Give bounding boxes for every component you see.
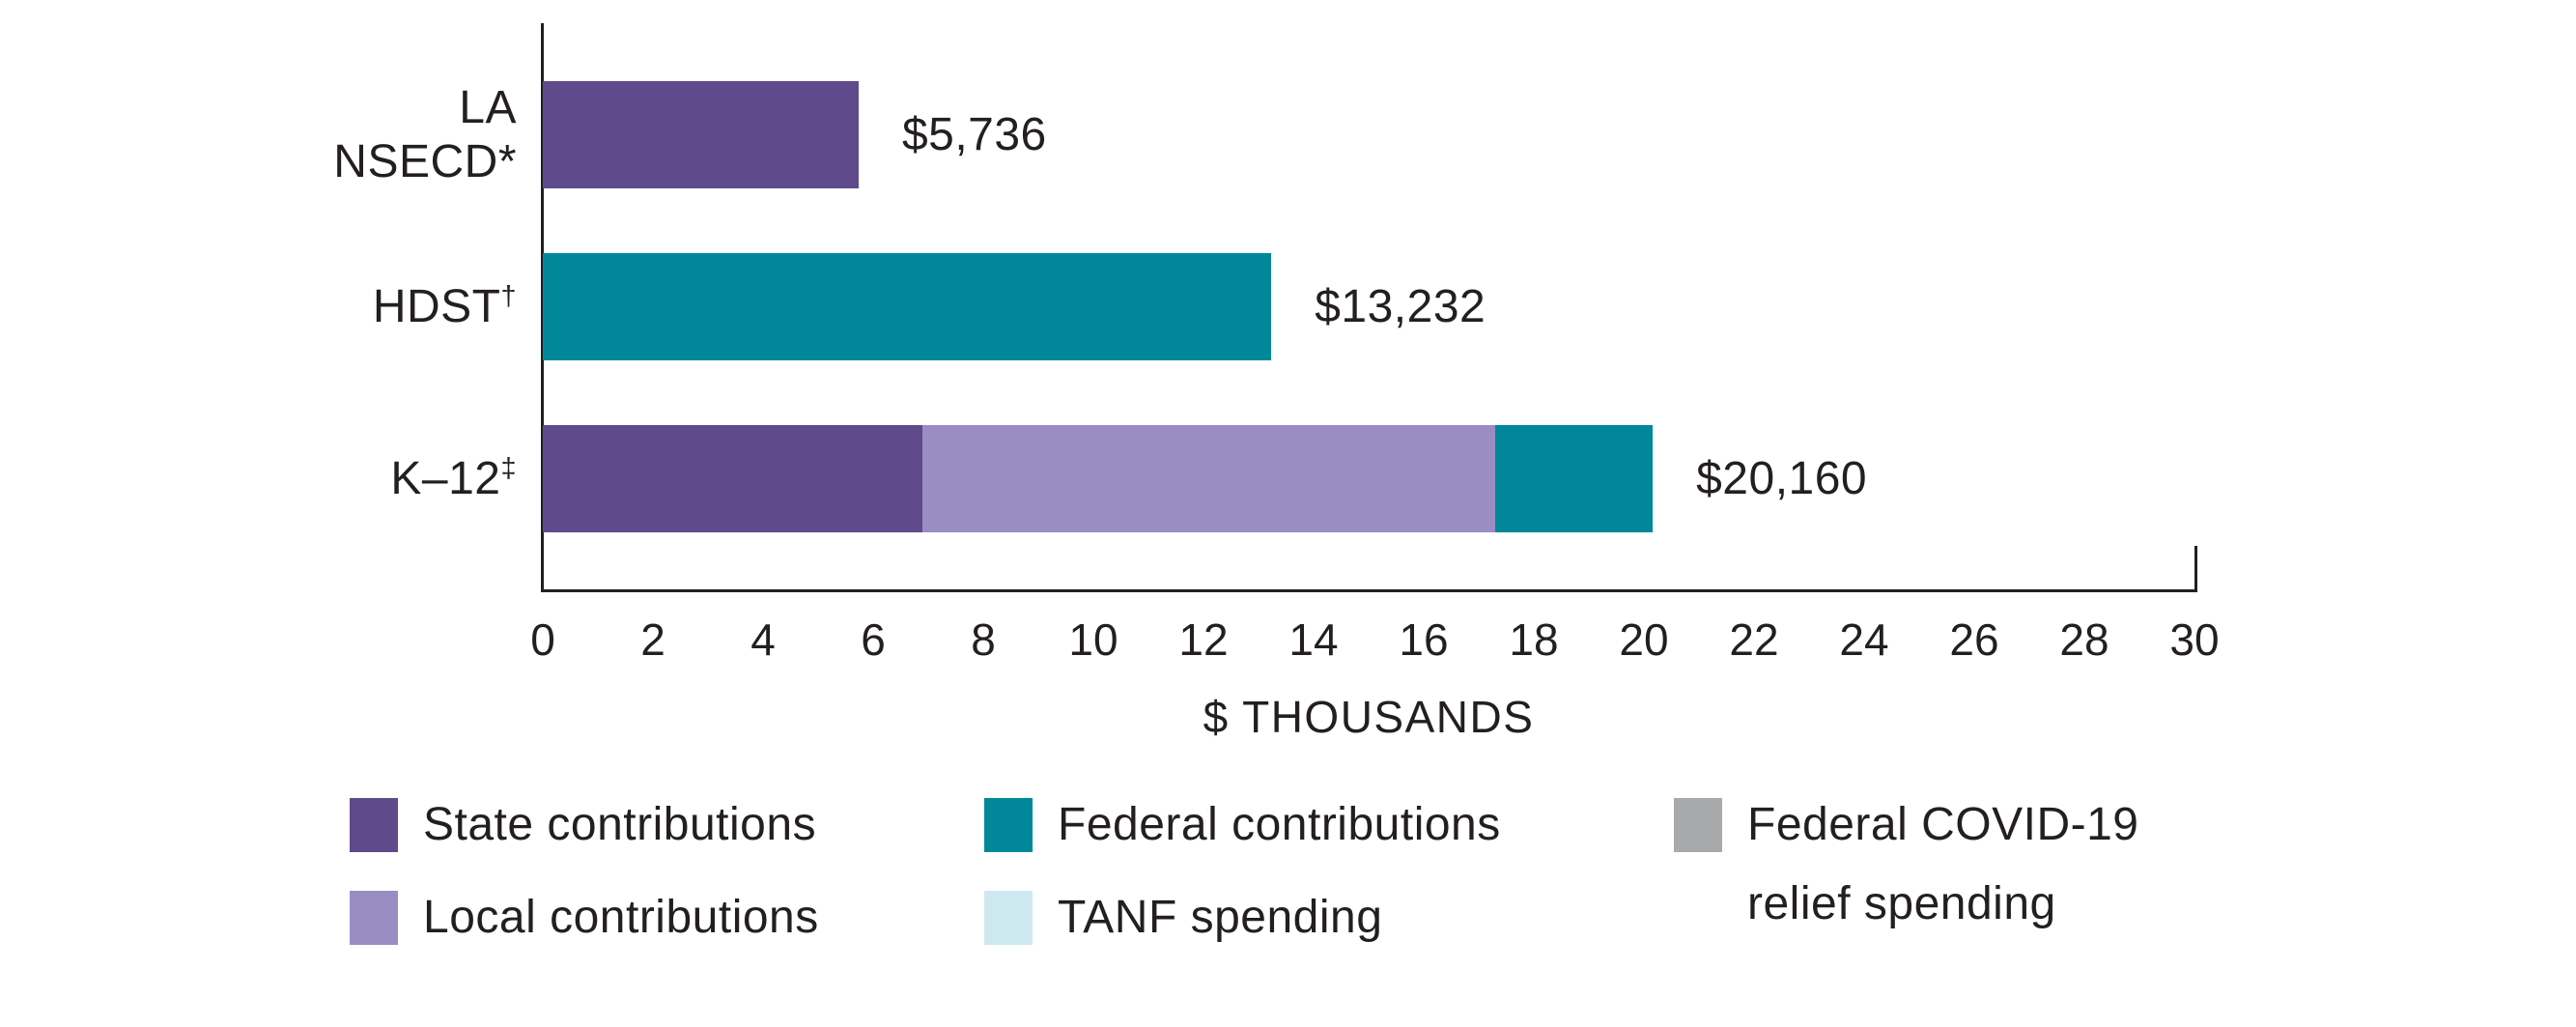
- bar-value-label: $5,736: [901, 108, 1047, 160]
- y-axis-line: [541, 23, 544, 592]
- x-tick-label: 8: [971, 614, 996, 665]
- x-tick-label: 24: [1839, 614, 1889, 665]
- legend-swatch: [1674, 798, 1722, 852]
- bar-segment: [543, 425, 923, 532]
- bar-segment: [543, 253, 1272, 360]
- legend-swatch: [350, 798, 398, 852]
- x-tick-label: 4: [750, 614, 776, 665]
- bar-segment: [543, 81, 859, 188]
- bar-segment: [1495, 425, 1654, 532]
- legend-swatch: [984, 891, 1033, 945]
- x-tick-label: 30: [2169, 614, 2220, 665]
- legend-label: Local contributions: [423, 892, 819, 943]
- legend-label: TANF spending: [1058, 892, 1383, 943]
- category-label: K–12‡: [390, 452, 517, 504]
- x-tick-label: 10: [1068, 614, 1118, 665]
- category-footnote-marker: ‡: [500, 452, 517, 484]
- bar-value-label: $13,232: [1315, 280, 1486, 332]
- x-tick-label: 28: [2059, 614, 2109, 665]
- x-tick-label: 0: [530, 614, 555, 665]
- x-tick-label: 20: [1619, 614, 1669, 665]
- legend-label: State contributions: [423, 799, 817, 850]
- category-label: LA NSECD*: [333, 81, 517, 187]
- x-tick-label: 14: [1288, 614, 1339, 665]
- x-tick-label: 26: [1949, 614, 1999, 665]
- x-tick-label: 12: [1178, 614, 1229, 665]
- x-tick-label: 6: [861, 614, 886, 665]
- category-footnote-marker: †: [500, 280, 517, 312]
- legend-swatch: [984, 798, 1033, 852]
- bar-value-label: $20,160: [1696, 452, 1868, 504]
- x-tick-label: 22: [1729, 614, 1779, 665]
- category-label: HDST†: [372, 280, 517, 332]
- x-axis-title: $ THOUSANDS: [1203, 692, 1535, 742]
- bar-segment: [922, 425, 1496, 532]
- x-axis-endcap: [2194, 546, 2197, 592]
- legend-label: relief spending: [1747, 878, 2056, 929]
- legend-label: Federal COVID-19: [1747, 799, 2139, 850]
- x-tick-label: 16: [1399, 614, 1449, 665]
- x-tick-label: 18: [1509, 614, 1559, 665]
- legend-swatch: [350, 891, 398, 945]
- legend-label: Federal contributions: [1058, 799, 1501, 850]
- x-axis-line: [541, 589, 2197, 592]
- x-tick-label: 2: [640, 614, 665, 665]
